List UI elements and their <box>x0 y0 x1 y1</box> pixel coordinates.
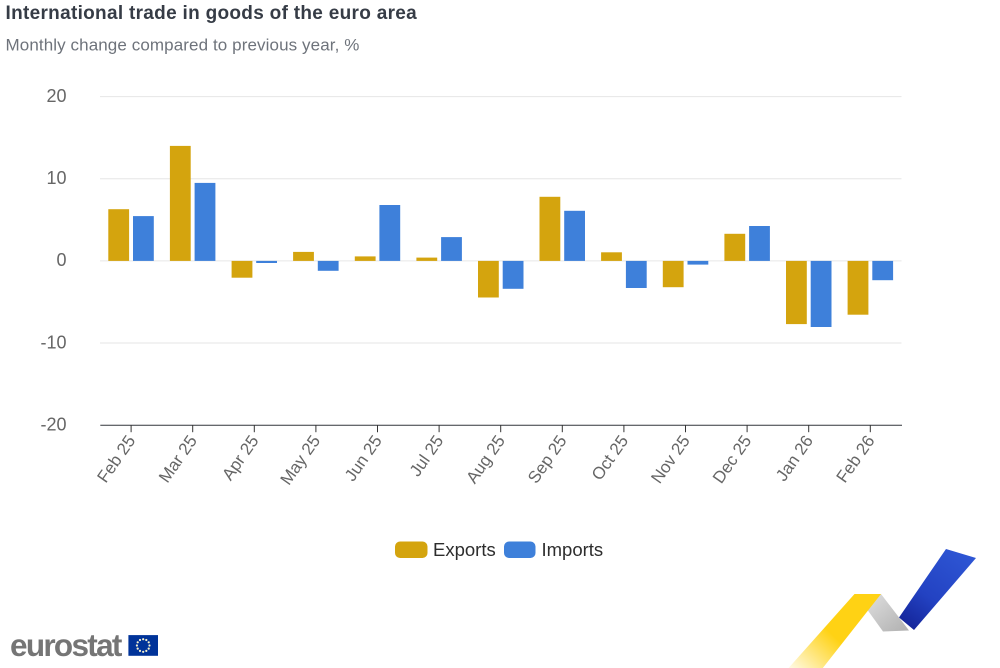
svg-text:-20: -20 <box>40 415 66 435</box>
svg-text:10: 10 <box>46 168 66 188</box>
svg-text:0: 0 <box>56 250 66 270</box>
svg-text:Imports: Imports <box>542 539 604 560</box>
svg-text:International trade in goods o: International trade in goods of the euro… <box>6 3 418 24</box>
svg-text:Exports: Exports <box>433 539 496 560</box>
svg-text:Monthly change compared to pre: Monthly change compared to previous year… <box>6 36 360 55</box>
svg-text:20: 20 <box>46 86 66 106</box>
svg-text:eurostat: eurostat <box>10 627 123 663</box>
svg-text:-10: -10 <box>40 332 66 352</box>
